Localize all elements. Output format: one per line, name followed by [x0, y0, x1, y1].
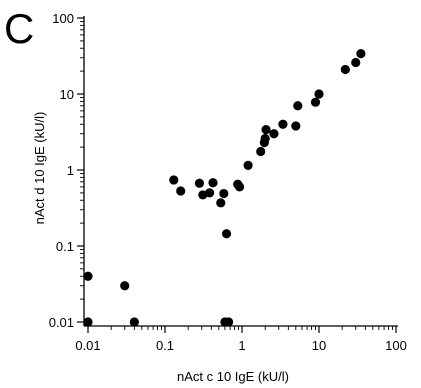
y-axis-label: nAct d 10 IgE (kU/l): [32, 112, 47, 225]
data-points: [83, 49, 366, 327]
axes: [83, 16, 398, 327]
data-point: [194, 178, 205, 188]
data-point: [243, 160, 253, 170]
data-point: [120, 281, 130, 291]
data-point: [314, 89, 324, 99]
data-point: [234, 182, 245, 192]
data-point: [83, 271, 93, 281]
data-point: [340, 64, 350, 75]
data-point: [205, 188, 215, 198]
x-tick-label: 10: [312, 338, 326, 353]
x-tick-label: 1: [238, 338, 245, 353]
data-point: [83, 317, 93, 327]
data-point: [169, 175, 179, 185]
data-point: [351, 57, 361, 68]
data-point: [216, 198, 226, 208]
data-point: [293, 101, 303, 111]
data-point: [176, 186, 186, 196]
y-tick-label: 0.1: [56, 239, 74, 254]
data-point: [356, 49, 366, 59]
x-tick-label: 0.1: [156, 338, 174, 353]
panel-label: C: [4, 5, 34, 52]
y-tick-label: 10: [60, 87, 74, 102]
x-axis-label: nAct c 10 IgE (kU/l): [177, 369, 289, 384]
data-point: [269, 129, 279, 139]
data-point: [224, 317, 234, 327]
data-point: [278, 119, 288, 129]
y-tick-label: 0.01: [49, 315, 74, 330]
data-point: [291, 121, 301, 131]
y-tick-label: 1: [67, 163, 74, 178]
data-point: [221, 229, 232, 239]
y-tick-label: 100: [52, 11, 74, 26]
data-point: [310, 97, 321, 107]
x-tick-label: 0.01: [75, 338, 100, 353]
data-point: [261, 125, 271, 135]
x-axis-ticks: 0.01 0.1 1 10 100: [75, 326, 407, 353]
data-point: [208, 178, 218, 188]
data-point: [256, 146, 266, 157]
x-tick-label: 100: [385, 338, 407, 353]
data-point: [129, 317, 139, 327]
data-point: [260, 133, 270, 144]
data-point: [219, 188, 229, 199]
y-axis-ticks: 0.01 0.1 1 10 100: [49, 11, 84, 330]
